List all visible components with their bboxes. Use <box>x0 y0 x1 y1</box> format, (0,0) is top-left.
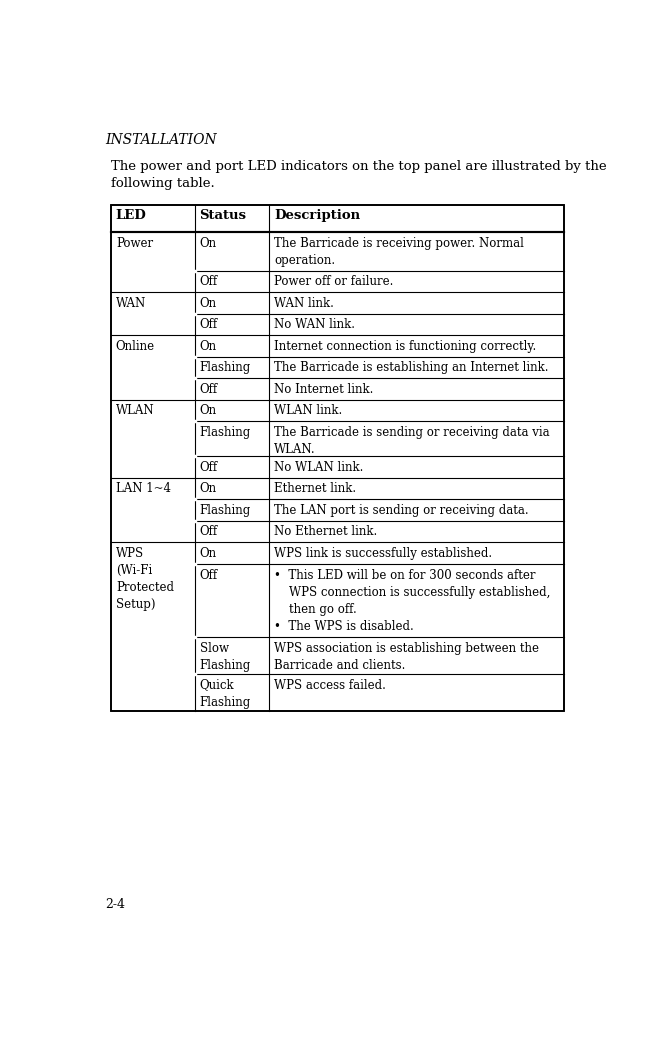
Text: Status: Status <box>199 209 247 222</box>
Text: WAN link.: WAN link. <box>274 297 334 310</box>
Text: The LAN port is sending or receiving data.: The LAN port is sending or receiving dat… <box>274 504 528 517</box>
Text: The power and port LED indicators on the top panel are illustrated by the
follow: The power and port LED indicators on the… <box>111 160 607 191</box>
Text: On: On <box>199 547 216 560</box>
Text: INSTALLATION: INSTALLATION <box>105 133 216 148</box>
Text: Flashing: Flashing <box>199 427 250 439</box>
Text: On: On <box>199 297 216 310</box>
Text: Flashing: Flashing <box>199 504 250 517</box>
Text: Off: Off <box>199 525 218 539</box>
Text: Ethernet link.: Ethernet link. <box>274 482 356 496</box>
Text: Flashing: Flashing <box>199 362 250 374</box>
Text: WAN: WAN <box>116 297 146 310</box>
Text: No WAN link.: No WAN link. <box>274 319 355 331</box>
Text: Description: Description <box>274 209 360 222</box>
Text: WPS
(Wi-Fi
Protected
Setup): WPS (Wi-Fi Protected Setup) <box>116 547 174 611</box>
Bar <box>111 205 564 711</box>
Text: Internet connection is functioning correctly.: Internet connection is functioning corre… <box>274 340 536 353</box>
Text: No Ethernet link.: No Ethernet link. <box>274 525 377 539</box>
Text: WPS link is successfully established.: WPS link is successfully established. <box>274 547 492 560</box>
Text: Off: Off <box>199 461 218 474</box>
Text: Online: Online <box>116 340 155 353</box>
Text: 2-4: 2-4 <box>105 898 125 911</box>
Text: The Barricade is sending or receiving data via
WLAN.: The Barricade is sending or receiving da… <box>274 427 549 456</box>
Text: Off: Off <box>199 568 218 582</box>
Text: The Barricade is establishing an Internet link.: The Barricade is establishing an Interne… <box>274 362 549 374</box>
Text: On: On <box>199 482 216 496</box>
Bar <box>111 205 564 711</box>
Text: LAN 1~4: LAN 1~4 <box>116 482 171 496</box>
Text: Off: Off <box>199 383 218 396</box>
Text: On: On <box>199 340 216 353</box>
Text: Off: Off <box>199 276 218 288</box>
Text: Off: Off <box>199 319 218 331</box>
Text: WLAN: WLAN <box>116 405 154 417</box>
Text: No WLAN link.: No WLAN link. <box>274 461 364 474</box>
Text: LED: LED <box>116 209 146 222</box>
Text: The Barricade is receiving power. Normal
operation.: The Barricade is receiving power. Normal… <box>274 237 524 266</box>
Text: Quick
Flashing: Quick Flashing <box>199 679 250 708</box>
Text: Slow
Flashing: Slow Flashing <box>199 641 250 672</box>
Text: WPS association is establishing between the
Barricade and clients.: WPS association is establishing between … <box>274 641 539 672</box>
Text: Power off or failure.: Power off or failure. <box>274 276 393 288</box>
Text: On: On <box>199 237 216 249</box>
Text: No Internet link.: No Internet link. <box>274 383 373 396</box>
Text: WLAN link.: WLAN link. <box>274 405 342 417</box>
Text: •  This LED will be on for 300 seconds after
    WPS connection is successfully : • This LED will be on for 300 seconds af… <box>274 568 550 633</box>
Text: On: On <box>199 405 216 417</box>
Text: Power: Power <box>116 237 153 249</box>
Text: WPS access failed.: WPS access failed. <box>274 679 386 692</box>
